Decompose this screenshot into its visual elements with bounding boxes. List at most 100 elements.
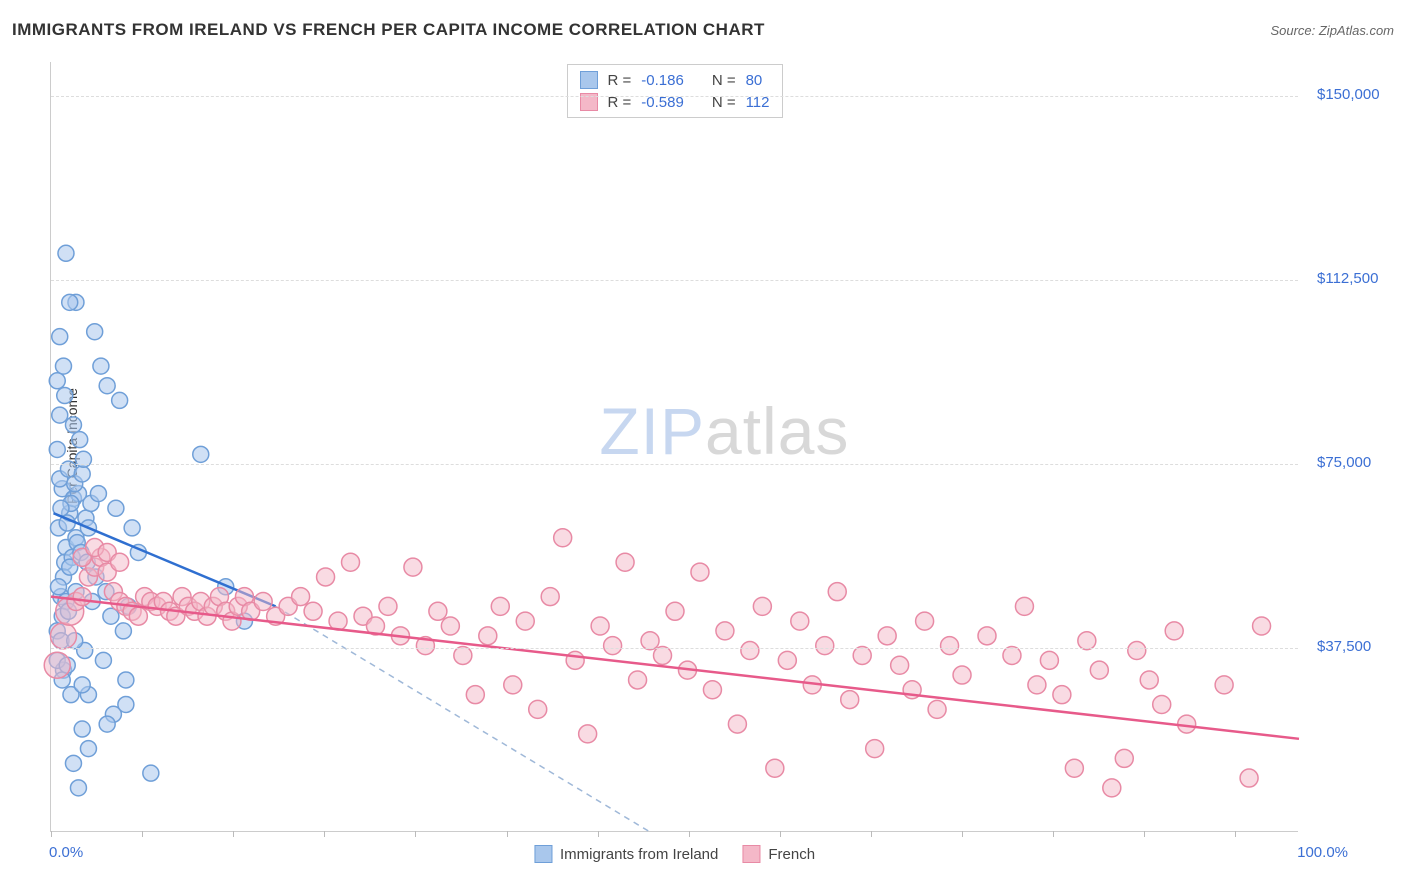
data-point — [58, 245, 74, 261]
scatter-svg — [51, 62, 1298, 831]
y-tick-label: $37,500 — [1317, 638, 1371, 655]
data-point — [791, 612, 809, 630]
chart-plot-area: ZIPatlas R = -0.186 N = 80 R = -0.589 N … — [50, 62, 1298, 832]
data-point — [55, 358, 71, 374]
data-point — [1215, 676, 1233, 694]
data-point — [1015, 597, 1033, 615]
data-point — [541, 588, 559, 606]
data-point — [49, 373, 65, 389]
data-point — [641, 632, 659, 650]
data-point — [65, 755, 81, 771]
gridline — [51, 648, 1298, 649]
data-point — [65, 417, 81, 433]
data-point — [129, 607, 147, 625]
legend-item-2: French — [742, 845, 815, 863]
data-point — [124, 520, 140, 536]
legend-swatch-2 — [742, 845, 760, 863]
data-point — [73, 588, 91, 606]
x-tick — [598, 831, 599, 837]
data-point — [891, 656, 909, 674]
x-tick — [962, 831, 963, 837]
data-point — [1040, 651, 1058, 669]
x-tick — [871, 831, 872, 837]
series-legend: Immigrants from Ireland French — [534, 845, 815, 863]
data-point — [466, 686, 484, 704]
data-point — [566, 651, 584, 669]
data-point — [1115, 749, 1133, 767]
data-point — [853, 646, 871, 664]
data-point — [529, 700, 547, 718]
data-point — [70, 780, 86, 796]
stats-legend-row-1: R = -0.186 N = 80 — [580, 69, 770, 91]
data-point — [87, 324, 103, 340]
data-point — [1065, 759, 1083, 777]
data-point — [1165, 622, 1183, 640]
data-point — [516, 612, 534, 630]
data-point — [95, 652, 111, 668]
data-point — [841, 691, 859, 709]
data-point — [703, 681, 721, 699]
data-point — [753, 597, 771, 615]
x-tick — [51, 831, 52, 837]
data-point — [616, 553, 634, 571]
data-point — [108, 500, 124, 516]
data-point — [504, 676, 522, 694]
data-point — [1053, 686, 1071, 704]
data-point — [766, 759, 784, 777]
chart-title: IMMIGRANTS FROM IRELAND VS FRENCH PER CA… — [12, 20, 765, 40]
data-point — [74, 677, 90, 693]
data-point — [118, 672, 134, 688]
gridline — [51, 280, 1298, 281]
data-point — [441, 617, 459, 635]
x-tick-label-left: 0.0% — [49, 844, 83, 861]
data-point — [691, 563, 709, 581]
data-point — [1090, 661, 1108, 679]
data-point — [379, 597, 397, 615]
data-point — [1078, 632, 1096, 650]
data-point — [57, 388, 73, 404]
data-point — [654, 646, 672, 664]
data-point — [72, 432, 88, 448]
data-point — [112, 392, 128, 408]
data-point — [74, 721, 90, 737]
data-point — [666, 602, 684, 620]
x-tick — [415, 831, 416, 837]
swatch-series-1 — [580, 71, 598, 89]
data-point — [454, 646, 472, 664]
data-point — [816, 637, 834, 655]
data-point — [74, 466, 90, 482]
y-tick-label: $75,000 — [1317, 454, 1371, 471]
data-point — [404, 558, 422, 576]
legend-label-1: Immigrants from Ireland — [560, 846, 718, 863]
legend-swatch-1 — [534, 845, 552, 863]
n-value-1: 80 — [746, 72, 763, 89]
n-label: N = — [712, 72, 736, 89]
data-point — [317, 568, 335, 586]
r-label: R = — [608, 72, 632, 89]
data-point — [778, 651, 796, 669]
data-point — [741, 642, 759, 660]
x-tick — [1053, 831, 1054, 837]
data-point — [604, 637, 622, 655]
x-tick — [689, 831, 690, 837]
data-point — [193, 446, 209, 462]
data-point — [254, 592, 272, 610]
data-point — [629, 671, 647, 689]
data-point — [50, 579, 66, 595]
data-point — [115, 623, 131, 639]
data-point — [49, 441, 65, 457]
data-point — [579, 725, 597, 743]
x-tick — [1235, 831, 1236, 837]
data-point — [866, 740, 884, 758]
gridline — [51, 464, 1298, 465]
data-point — [941, 637, 959, 655]
data-point — [90, 486, 106, 502]
data-point — [111, 553, 129, 571]
legend-label-2: French — [768, 846, 815, 863]
x-tick — [233, 831, 234, 837]
data-point — [878, 627, 896, 645]
data-point — [916, 612, 934, 630]
x-tick-label-right: 100.0% — [1297, 844, 1348, 861]
data-point — [978, 627, 996, 645]
data-point — [953, 666, 971, 684]
